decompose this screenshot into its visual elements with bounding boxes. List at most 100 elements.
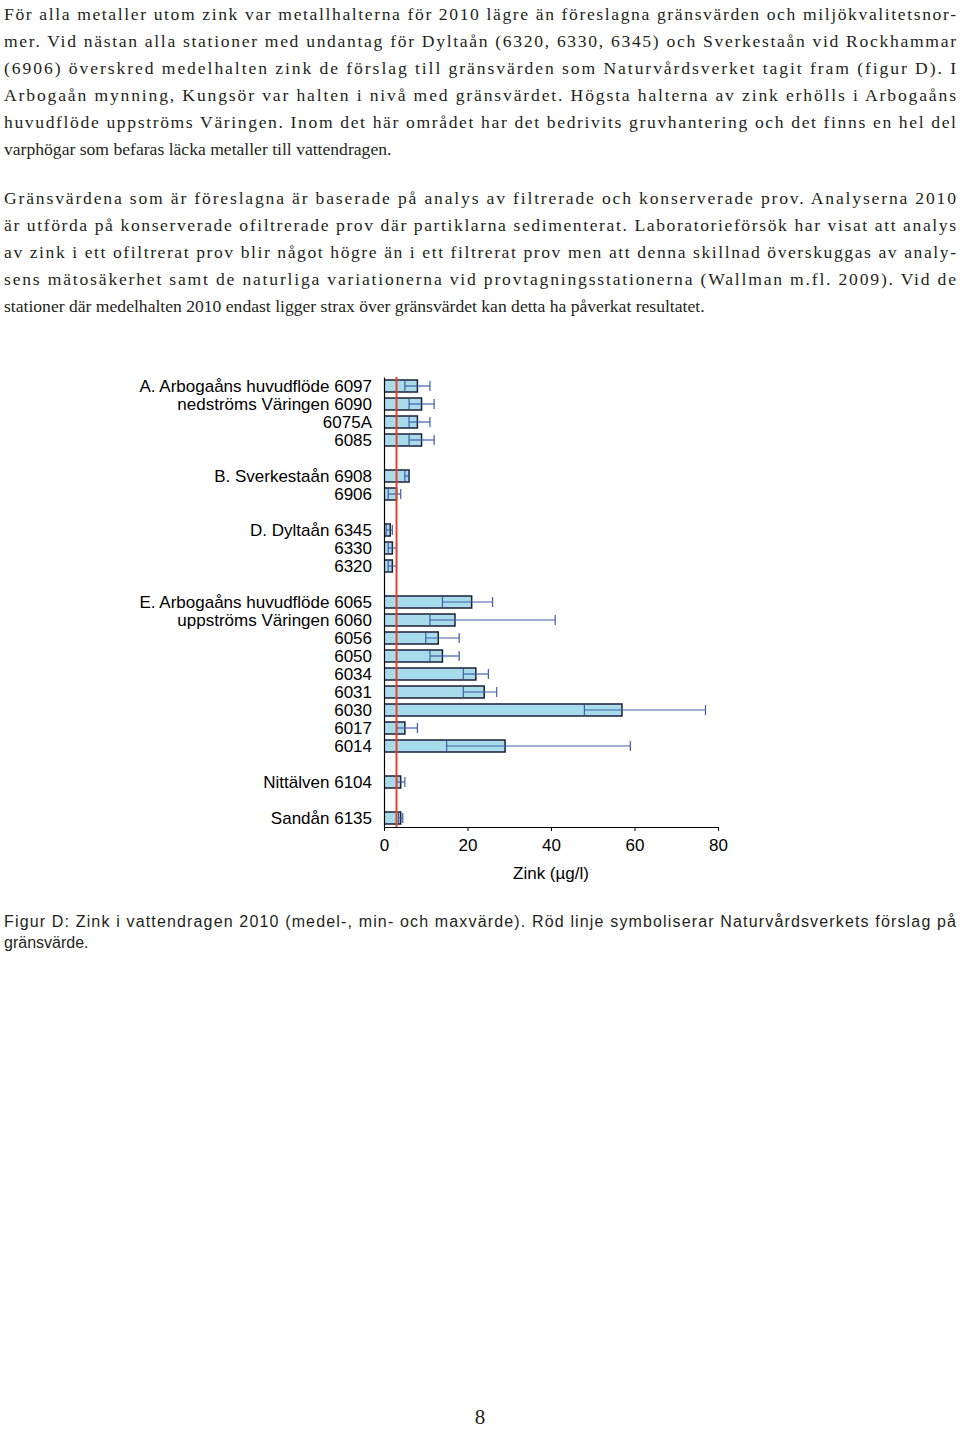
error-cap-max bbox=[402, 813, 403, 823]
error-line bbox=[405, 475, 409, 476]
error-line bbox=[409, 439, 434, 440]
error-cap-max bbox=[429, 381, 430, 391]
tick: 6085 bbox=[334, 431, 384, 450]
error-bar bbox=[442, 597, 492, 607]
tick-label: 6320 bbox=[334, 557, 372, 576]
text-line: stationer där medelhalten 2010 endast li… bbox=[4, 296, 705, 316]
reference-line bbox=[396, 377, 398, 827]
error-line bbox=[584, 709, 705, 710]
error-bar bbox=[388, 489, 401, 499]
caption-line: Figur D: Zink i vattendragen 2010 (medel… bbox=[4, 913, 956, 930]
error-line bbox=[388, 493, 401, 494]
tick-label: uppströms Väringen 6060 bbox=[177, 611, 372, 630]
error-bar bbox=[386, 525, 392, 535]
tick-label: D. Dyltaån 6345 bbox=[250, 521, 372, 540]
error-cap-max bbox=[555, 615, 556, 625]
error-cap-min bbox=[408, 417, 409, 427]
error-cap-max bbox=[417, 723, 418, 733]
tick-mark bbox=[468, 827, 469, 831]
axis-line bbox=[385, 828, 719, 832]
text-line: mer. Vid nästan alla stationer med undan… bbox=[4, 31, 956, 51]
error-line bbox=[430, 619, 555, 620]
error-cap-min bbox=[446, 741, 447, 751]
error-cap-min bbox=[388, 543, 389, 553]
error-line bbox=[397, 781, 405, 782]
error-bar bbox=[409, 435, 434, 445]
error-cap-min bbox=[429, 651, 430, 661]
tick-label: 6014 bbox=[334, 737, 372, 756]
tick-label: 6330 bbox=[334, 539, 372, 558]
error-bar bbox=[388, 543, 396, 553]
error-cap-min bbox=[463, 687, 464, 697]
tick-label: 6906 bbox=[334, 485, 372, 504]
error-cap-max bbox=[392, 525, 393, 535]
text-line: sens mätosäkerhet samt de naturliga vari… bbox=[4, 269, 956, 289]
tick: B. Sverkestaån 6908 bbox=[214, 467, 384, 486]
tick: 6030 bbox=[334, 701, 384, 720]
error-cap-max bbox=[434, 399, 435, 409]
error-bar bbox=[430, 615, 555, 625]
y-axis: A. Arbogaåns huvudflöde 6097nedströms Vä… bbox=[139, 377, 384, 828]
bar bbox=[384, 812, 401, 824]
tick: 20 bbox=[459, 827, 478, 855]
error-cap-max bbox=[408, 471, 409, 481]
tick-mark bbox=[384, 827, 385, 831]
error-cap-min bbox=[404, 471, 405, 481]
error-cap-min bbox=[388, 561, 389, 571]
error-bar bbox=[463, 687, 496, 697]
error-cap-max bbox=[434, 435, 435, 445]
error-cap-max bbox=[488, 669, 489, 679]
error-bar bbox=[447, 741, 631, 751]
error-bar bbox=[397, 777, 405, 787]
error-line bbox=[442, 601, 492, 602]
tick-label: 6085 bbox=[334, 431, 372, 450]
error-line bbox=[409, 403, 434, 404]
tick: Nittälven 6104 bbox=[263, 773, 384, 792]
error-line bbox=[399, 817, 403, 818]
tick: 6906 bbox=[334, 485, 384, 504]
tick-mark bbox=[635, 827, 636, 831]
tick: Sandån 6135 bbox=[271, 809, 384, 828]
error-line bbox=[430, 655, 459, 656]
caption-line: gränsvärde. bbox=[4, 934, 89, 951]
tick-label: 6050 bbox=[334, 647, 372, 666]
error-line bbox=[463, 673, 488, 674]
tick: 6050 bbox=[334, 647, 384, 666]
error-cap-min bbox=[408, 399, 409, 409]
tick-label: Nittälven 6104 bbox=[263, 773, 372, 792]
tick: 0 bbox=[380, 827, 389, 855]
error-line bbox=[405, 385, 430, 386]
text-line: huvudflöde uppströms Väringen. Inom det … bbox=[4, 112, 956, 132]
tick-label: 6056 bbox=[334, 629, 372, 648]
error-line bbox=[409, 421, 430, 422]
tick: 6056 bbox=[334, 629, 384, 648]
error-bar bbox=[430, 651, 459, 661]
tick-label: 40 bbox=[542, 836, 561, 855]
error-cap-min bbox=[429, 615, 430, 625]
error-cap-max bbox=[459, 633, 460, 643]
tick: nedströms Väringen 6090 bbox=[177, 395, 384, 414]
error-line bbox=[388, 565, 396, 566]
page-number: 8 bbox=[475, 1405, 486, 1429]
error-line bbox=[388, 547, 396, 548]
bar bbox=[384, 668, 476, 680]
tick: 6031 bbox=[334, 683, 384, 702]
error-bar bbox=[405, 381, 430, 391]
error-cap-min bbox=[463, 669, 464, 679]
tick-label: nedströms Väringen 6090 bbox=[177, 395, 372, 414]
error-bar bbox=[409, 399, 434, 409]
text-line: Arbogaån mynning, Kungsör var halten i n… bbox=[4, 85, 956, 105]
error-cap-max bbox=[459, 651, 460, 661]
chart: A. Arbogaåns huvudflöde 6097nedströms Vä… bbox=[139, 377, 727, 883]
error-cap-max bbox=[630, 741, 631, 751]
tick-label: E. Arbogaåns huvudflöde 6065 bbox=[139, 593, 372, 612]
error-bar bbox=[409, 417, 430, 427]
error-cap-max bbox=[429, 417, 430, 427]
error-cap-min bbox=[442, 597, 443, 607]
tick-mark bbox=[551, 827, 552, 831]
tick-label: 6075A bbox=[323, 413, 373, 432]
error-cap-min bbox=[404, 381, 405, 391]
tick: 6330 bbox=[334, 539, 384, 558]
tick: 6320 bbox=[334, 557, 384, 576]
page: För alla metaller utom zink var metallha… bbox=[0, 0, 960, 1429]
